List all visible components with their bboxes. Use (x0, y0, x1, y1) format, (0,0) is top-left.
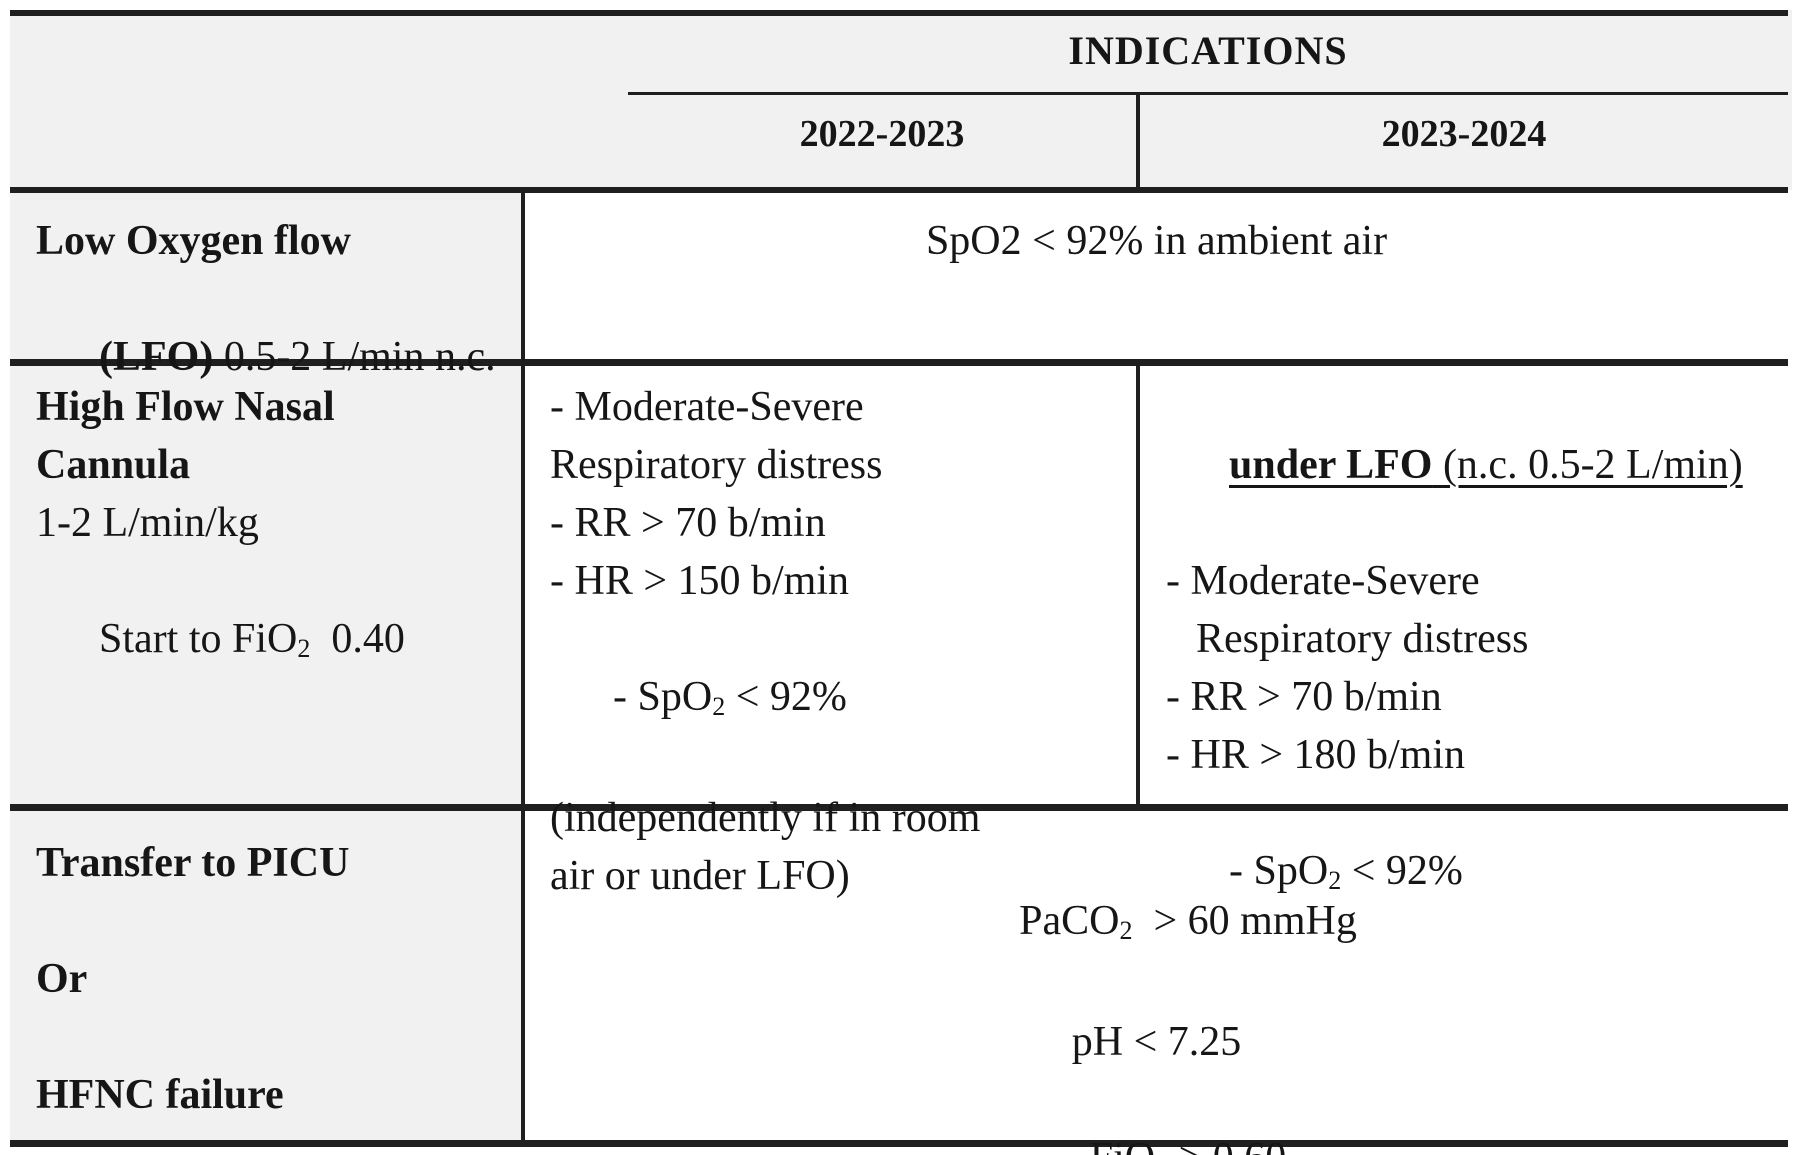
rule-header-bottom (10, 187, 1788, 193)
rule-bottom (10, 1140, 1788, 1147)
cell-picu-indication: PaCO2 > 60 mmHg pH < 7.25 FiO2 > 0.60 De… (525, 834, 1788, 1155)
cell-line: - SpO2 < 92% (613, 674, 847, 721)
cell-line: pH < 7.25 (1071, 1019, 1242, 1065)
cell-line: (independently if in room (550, 795, 981, 841)
cell-lfo-indication: SpO2 < 92% in ambient air (525, 212, 1788, 270)
cell-line: - SpO2 < 92% (1229, 848, 1463, 895)
subscript: 2 (1328, 865, 1342, 895)
header-band-background (10, 10, 1792, 190)
cell-line: - Moderate-Severe (550, 384, 864, 430)
divider-year-columns-header (1136, 95, 1140, 187)
cell-line: under LFO (n.c. 0.5-2 L/min) (1229, 442, 1743, 488)
divider-label-column (521, 193, 525, 1140)
cell-hfnc-2022-2023: - Moderate-Severe Respiratory distress -… (550, 378, 1125, 905)
subscript: 2 (1155, 1153, 1168, 1155)
cell-line: - RR > 70 b/min (550, 500, 826, 546)
row-label-transfer-picu: Transfer to PICU Or HFNC failure (36, 834, 506, 1124)
rule-under-indications (628, 92, 1788, 95)
row-label-line: Start to FiO2 0.40 (99, 616, 405, 663)
subscript: 2 (297, 633, 311, 663)
column-header-2023-2024: 2023-2024 (1381, 113, 1547, 155)
row-label-line: Low Oxygen flow (36, 218, 351, 264)
cell-line: PaCO2 > 60 mmHg (1019, 898, 1357, 945)
row-label-line: Cannula (36, 442, 191, 488)
row-label-line: High Flow Nasal (36, 384, 335, 430)
row-label-line: Or (36, 956, 88, 1002)
row-label-low-oxygen-flow: Low Oxygen flow (LFO) 0.5-2 L/min n.c. (36, 212, 506, 444)
subscript: 2 (1119, 915, 1133, 945)
cell-line: - HR > 150 b/min (550, 558, 850, 604)
cell-line: - HR > 180 b/min (1166, 732, 1466, 778)
row-label-line: 1-2 L/min/kg (36, 500, 259, 546)
rule-row1-bottom (10, 359, 1788, 366)
cell-line: air or under LFO) (550, 853, 850, 899)
cell-line: Respiratory distress (1196, 616, 1529, 662)
divider-year-columns-row2 (1136, 366, 1140, 804)
rule-top (10, 10, 1788, 16)
cell-line: - RR > 70 b/min (1166, 674, 1442, 720)
row-label-line: (LFO) 0.5-2 L/min n.c. (99, 334, 496, 380)
column-header-2022-2023: 2022-2023 (799, 113, 965, 155)
cell-line: - Moderate-Severe (1166, 558, 1480, 604)
row-label-line: Transfer to PICU (36, 840, 350, 886)
subscript: 2 (712, 691, 726, 721)
cell-line: Respiratory distress (550, 442, 883, 488)
row-label-column-background (10, 190, 523, 1142)
rule-row2-bottom (10, 804, 1788, 811)
row-label-line: HFNC failure (36, 1072, 284, 1118)
cell-line: SpO2 < 92% in ambient air (925, 218, 1388, 264)
cell-hfnc-2023-2024: under LFO (n.c. 0.5-2 L/min) - Moderate-… (1166, 378, 1786, 963)
table-title: INDICATIONS (1068, 28, 1348, 73)
row-label-hfnc: High Flow Nasal Cannula 1-2 L/min/kg Sta… (36, 378, 506, 731)
cell-line: FiO2 > 0.60 (525, 1071, 1788, 1155)
